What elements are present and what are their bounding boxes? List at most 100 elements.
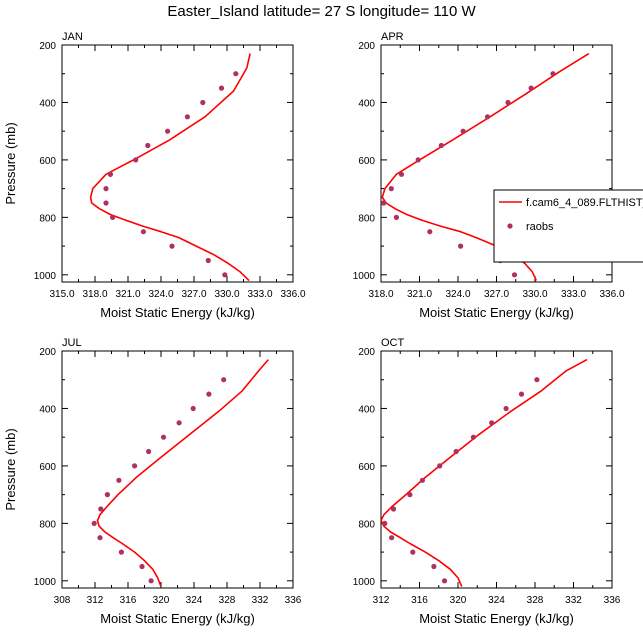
x-tick-label: 327.0 xyxy=(181,289,206,300)
raobs-point xyxy=(427,229,433,235)
plot-frame xyxy=(61,350,294,589)
raobs-point xyxy=(528,85,534,91)
y-tick-label: 200 xyxy=(358,41,375,52)
raobs-point xyxy=(222,272,228,278)
raobs-point xyxy=(98,506,104,512)
x-tick-label: 320 xyxy=(153,595,170,606)
x-axis-label: Moist Static Energy (kJ/kg) xyxy=(100,305,255,320)
panels-group: 315.0 318.0 321.0 324.0 327.0 330.0 333.0 336.0… xyxy=(3,31,625,626)
figure-title: Easter_Island latitude= 27 S longitude= … xyxy=(167,3,476,20)
raobs-point xyxy=(107,171,113,177)
y-tick-label: 200 xyxy=(39,347,56,358)
panel-label: OCT xyxy=(381,337,405,349)
raobs-point xyxy=(140,229,146,235)
y-tick-label: 1000 xyxy=(34,271,57,282)
raobs-point xyxy=(390,506,397,512)
y-tick-label: 600 xyxy=(358,462,375,473)
raobs-point xyxy=(458,243,464,249)
raobs-point xyxy=(91,520,97,527)
y-tick-label: 800 xyxy=(39,213,56,224)
panel-apr: 318.0 321.0 324.0 327.0 330.0 333.0 336.0 200 40… xyxy=(353,31,625,320)
raobs-point xyxy=(438,142,444,149)
x-tick-label: 328 xyxy=(527,595,544,606)
raobs-point xyxy=(184,114,190,120)
panel-label: JUL xyxy=(62,337,82,349)
x-axis-label: Moist Static Energy (kJ/kg) xyxy=(100,611,255,626)
y-tick-label: 600 xyxy=(39,156,56,167)
y-tick-label: 600 xyxy=(358,156,375,167)
raobs-point xyxy=(233,71,239,77)
plot-frame xyxy=(380,350,613,589)
raobs-point xyxy=(388,186,394,192)
panel-jul: 308 312 316 320 324 328 332 336 200 400 600 800 1000… xyxy=(3,337,302,626)
x-tick-label: 308 xyxy=(54,595,71,606)
raobs-point xyxy=(511,272,518,278)
x-tick-label: 327.0 xyxy=(484,289,509,300)
raobs-point xyxy=(218,85,225,91)
model-line xyxy=(381,358,588,587)
x-tick-label: 333.0 xyxy=(247,289,272,300)
x-tick-label: 324.0 xyxy=(148,289,173,300)
raobs-point xyxy=(484,114,491,120)
raobs-point xyxy=(437,463,443,469)
x-tick-label: 336 xyxy=(285,595,302,606)
raobs-point xyxy=(176,420,182,426)
x-tick-label: 330.0 xyxy=(214,289,239,300)
x-tick-label: 333.0 xyxy=(561,289,586,300)
x-tick-label: 315.0 xyxy=(49,289,74,300)
raobs-point xyxy=(407,492,413,498)
data-group xyxy=(89,53,251,282)
panel-oct: 312 316 320 324 328 332 336 200 400 600 800 1000 OCT… xyxy=(353,337,621,626)
raobs-point xyxy=(534,377,540,383)
raobs-point xyxy=(146,448,152,455)
x-tick-label: 316 xyxy=(411,595,428,606)
x-axis-label: Moist Static Energy (kJ/kg) xyxy=(419,305,574,320)
raobs-point xyxy=(453,448,459,455)
legend-marker-swatch xyxy=(507,223,513,229)
raobs-point xyxy=(190,405,196,412)
raobs-point xyxy=(503,405,509,412)
y-tick-label: 1000 xyxy=(353,577,376,588)
x-tick-label: 328 xyxy=(219,595,236,606)
y-axis-label: Pressure (mb) xyxy=(3,122,18,204)
raobs-point xyxy=(97,535,103,541)
raobs-point xyxy=(206,391,212,397)
raobs-point xyxy=(460,128,466,134)
raobs-point xyxy=(104,492,110,498)
x-tick-label: 316 xyxy=(120,595,137,606)
x-tick-label: 324.0 xyxy=(445,289,470,300)
panel-label: JAN xyxy=(62,31,83,43)
y-tick-label: 400 xyxy=(39,404,56,415)
raobs-point xyxy=(415,157,421,163)
raobs-point xyxy=(148,578,154,584)
raobs-point xyxy=(221,377,227,383)
raobs-point xyxy=(382,520,388,527)
raobs-point xyxy=(419,477,425,483)
x-tick-label: 324 xyxy=(488,595,505,606)
x-tick-label: 318.0 xyxy=(368,289,393,300)
y-tick-label: 400 xyxy=(358,98,375,109)
x-tick-label: 336.0 xyxy=(599,289,624,300)
x-tick-label: 312 xyxy=(87,595,104,606)
raobs-point xyxy=(103,186,109,192)
raobs-point xyxy=(410,549,416,555)
model-line xyxy=(96,359,269,587)
raobs-point xyxy=(489,420,495,426)
raobs-point xyxy=(169,243,175,249)
plot-frame xyxy=(61,44,294,283)
legend: f.cam6_4_089.FLTHIST_ne30.r328_gamma0.33… xyxy=(493,189,643,263)
y-tick-label: 600 xyxy=(39,462,56,473)
raobs-point xyxy=(470,434,476,440)
x-tick-label: 330.0 xyxy=(522,289,547,300)
x-tick-label: 321.0 xyxy=(407,289,432,300)
x-tick-label: 336 xyxy=(604,595,621,606)
raobs-point xyxy=(133,157,139,163)
raobs-point xyxy=(145,142,151,149)
raobs-point xyxy=(103,200,109,206)
y-tick-label: 1000 xyxy=(353,271,376,282)
x-tick-label: 332 xyxy=(252,595,269,606)
y-tick-label: 400 xyxy=(358,404,375,415)
raobs-point xyxy=(139,563,145,570)
raobs-point xyxy=(389,535,395,541)
raobs-point xyxy=(398,171,405,177)
